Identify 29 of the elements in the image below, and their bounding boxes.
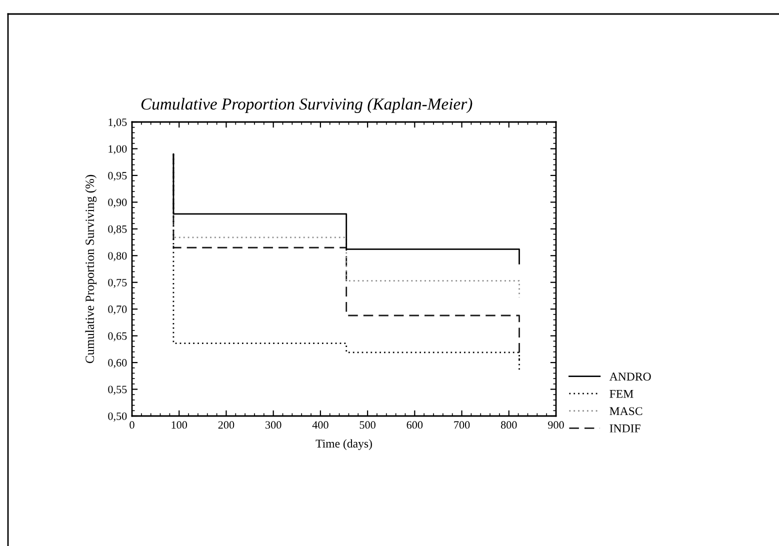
x-tick-label: 300 [266, 421, 282, 429]
x-tick-label: 600 [406, 421, 423, 429]
y-tick-label: 0,75 [108, 278, 127, 288]
legend-label: MASC [610, 407, 642, 416]
y-tick-label: 0,55 [108, 386, 127, 395]
legend-label: FEM [610, 390, 634, 398]
x-tick-label: 100 [172, 421, 188, 429]
y-tick-label: 1,05 [108, 118, 127, 128]
x-tick-label: 400 [312, 421, 328, 429]
legend-label: ANDRO [609, 372, 651, 381]
y-tick-label: 0,65 [108, 332, 127, 342]
x-tick-label: 500 [360, 421, 376, 429]
y-tick-label: 0,85 [108, 225, 127, 234]
y-axis-title: Cumulative Proportion Surviving (%) [85, 174, 97, 364]
x-axis-title: Time (days) [316, 439, 372, 450]
y-tick-label: 0,90 [108, 198, 127, 208]
y-tick-label: 0,95 [108, 172, 127, 182]
y-tick-label: 0,70 [108, 306, 127, 315]
chart-title: Cumulative Proportion Surviving (Kaplan-Meier) [141, 98, 472, 114]
legend-label: INDIF [610, 424, 640, 432]
x-tick-label: 700 [454, 421, 470, 429]
x-tick-label: 0 [130, 421, 134, 429]
y-tick-label: 0,80 [108, 252, 127, 262]
y-tick-label: 1,00 [108, 145, 127, 154]
x-tick-label: 900 [548, 421, 564, 429]
y-tick-label: 0,50 [108, 412, 127, 422]
x-tick-label: 200 [218, 421, 234, 429]
y-tick-label: 0,60 [108, 359, 127, 368]
x-tick-label: 800 [500, 421, 517, 429]
